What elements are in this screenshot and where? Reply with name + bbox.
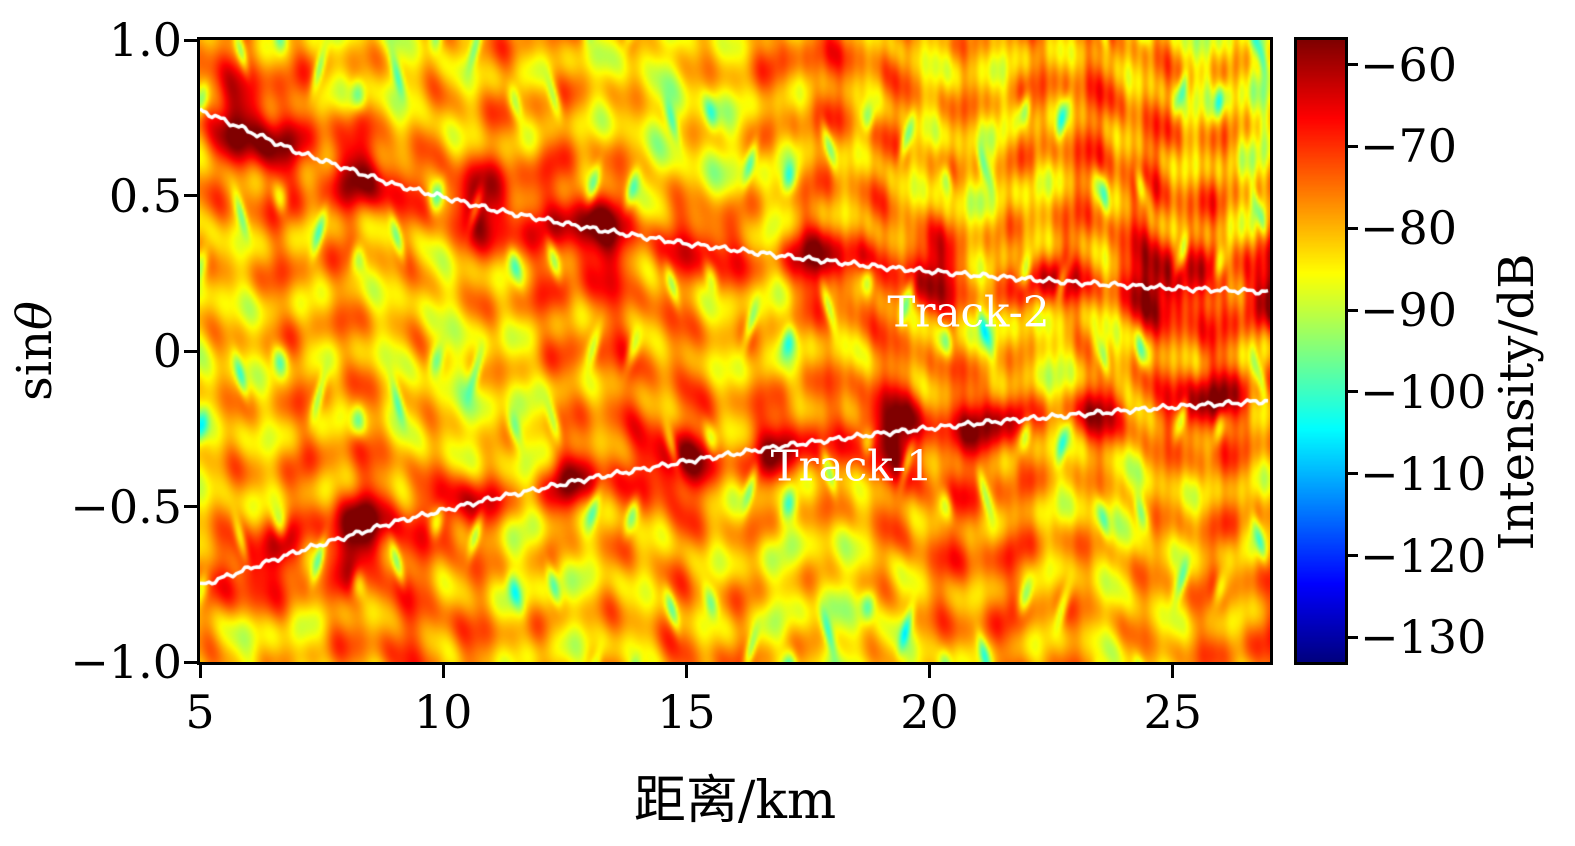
y-tick-mark xyxy=(184,349,197,353)
x-tick-mark xyxy=(684,665,688,678)
colorbar-tick-mark xyxy=(1348,635,1358,639)
colorbar-tick-mark xyxy=(1348,226,1358,230)
x-tick-mark xyxy=(928,665,932,678)
x-tick-label: 15 xyxy=(657,685,716,739)
x-tick-mark xyxy=(441,665,445,678)
y-tick-label: 0.5 xyxy=(108,168,182,223)
colorbar-canvas xyxy=(1297,40,1345,662)
colorbar-tick-label: −110 xyxy=(1360,446,1487,501)
y-tick-label: −1.0 xyxy=(70,635,182,689)
x-tick-mark xyxy=(1171,665,1175,678)
colorbar-tick-mark xyxy=(1348,308,1358,312)
colorbar-tick-mark xyxy=(1348,144,1358,148)
colorbar-tick-mark xyxy=(1348,63,1358,67)
colorbar-tick-mark xyxy=(1348,390,1358,394)
x-tick-label: 20 xyxy=(900,685,959,739)
plot-area xyxy=(197,37,1273,665)
track-label: Track-2 xyxy=(887,287,1050,337)
y-tick-label: 1.0 xyxy=(108,13,182,67)
colorbar-tick-label: −100 xyxy=(1360,364,1487,419)
y-tick-mark xyxy=(184,505,197,508)
y-tick-label: −0.5 xyxy=(70,479,182,534)
y-tick-mark xyxy=(184,660,197,664)
colorbar-tick-mark xyxy=(1348,554,1358,558)
track-label: Track-1 xyxy=(770,441,933,491)
colorbar-tick-label: −90 xyxy=(1360,283,1458,338)
colorbar-tick-label: −130 xyxy=(1360,610,1487,665)
y-tick-mark xyxy=(184,194,197,197)
x-tick-label: 5 xyxy=(185,685,215,739)
heatmap-canvas xyxy=(200,40,1270,662)
colorbar-tick-label: −80 xyxy=(1360,201,1458,256)
colorbar-tick-label: −120 xyxy=(1360,528,1487,583)
x-tick-mark xyxy=(198,665,202,678)
x-axis-label: 距离/km xyxy=(633,771,837,831)
colorbar-tick-label: −70 xyxy=(1360,119,1458,174)
colorbar xyxy=(1294,37,1348,665)
colorbar-tick-label: −60 xyxy=(1360,37,1458,92)
colorbar-tick-mark xyxy=(1348,472,1358,476)
x-tick-label: 25 xyxy=(1143,685,1202,739)
x-tick-label: 10 xyxy=(413,685,473,739)
y-tick-mark xyxy=(184,38,197,42)
y-tick-label: 0 xyxy=(152,324,182,378)
